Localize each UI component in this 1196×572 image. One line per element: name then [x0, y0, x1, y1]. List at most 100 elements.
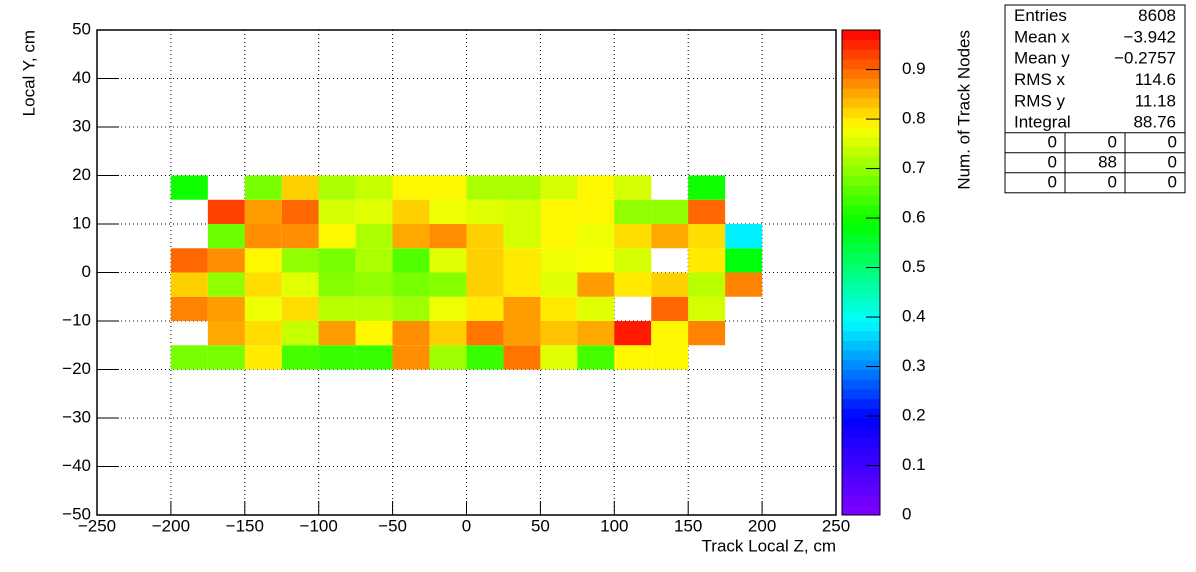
stats-name: RMS x [1014, 70, 1066, 89]
x-tick-label: 100 [600, 516, 628, 535]
y-tick-label: −30 [62, 407, 91, 426]
y-axis-title: Local Y, cm [19, 30, 38, 116]
heatmap-cell [207, 248, 245, 273]
heatmap-cell [170, 345, 208, 370]
heatmap-cell [244, 199, 282, 224]
y-tick-label: −10 [62, 310, 91, 329]
heatmap-cell [392, 272, 430, 297]
z-tick-label: 0.9 [902, 59, 926, 78]
y-tick-label: −50 [62, 504, 91, 523]
stats-name: Mean y [1014, 49, 1070, 68]
heatmap-cell [614, 175, 652, 200]
heatmap-cell [614, 224, 652, 249]
y-tick-label: 0 [82, 262, 91, 281]
y-tick-label: −40 [62, 456, 91, 475]
heatmap-cell [355, 296, 393, 321]
overflow-count: 0 [1168, 172, 1177, 191]
palette-band [842, 68, 880, 79]
heatmap-cell [207, 224, 245, 249]
stats-name: Entries [1014, 6, 1067, 25]
heatmap-cell [466, 175, 504, 200]
heatmap-cell [577, 321, 615, 346]
heatmap-cell [688, 248, 726, 273]
heatmap-cell [725, 248, 763, 273]
palette-band [842, 447, 880, 458]
heatmap-cell [281, 199, 319, 224]
heatmap-cell [503, 224, 541, 249]
heatmap-cell [688, 224, 726, 249]
heatmap-cell [318, 199, 356, 224]
heatmap-cell [688, 199, 726, 224]
z-tick-label: 0.8 [902, 109, 926, 128]
z-tick-label: 0 [902, 504, 911, 523]
heatmap-cell [651, 272, 689, 297]
palette-band [842, 388, 880, 400]
heatmap-cell [540, 248, 578, 273]
heatmap-cell [318, 248, 356, 273]
palette-band [842, 272, 880, 283]
x-tick-label: 0 [462, 516, 471, 535]
x-tick-label: −100 [300, 516, 338, 535]
x-axis-title: Track Local Z, cm [702, 536, 836, 555]
heatmap-cell [355, 272, 393, 297]
palette-band [842, 330, 880, 341]
palette-band [842, 282, 880, 293]
heatmap-cell [244, 248, 282, 273]
x-tick-label: 250 [822, 516, 850, 535]
palette-band [842, 321, 880, 332]
heatmap-cell [207, 345, 245, 370]
palette-band [842, 350, 880, 361]
heatmap-cell [429, 296, 467, 321]
heatmap-cell [281, 321, 319, 346]
heatmap-cell [614, 248, 652, 273]
palette-band [842, 427, 880, 438]
heatmap-cell [540, 224, 578, 249]
overflow-count: 0 [1048, 172, 1057, 191]
z-axis-title: Num. of Track Nodes [954, 30, 973, 190]
heatmap-cell [281, 248, 319, 273]
heatmap-cell [318, 175, 356, 200]
heatmap-cell [281, 224, 319, 249]
y-tick-label: 10 [72, 213, 91, 232]
palette-band [842, 156, 880, 167]
heatmap-cell [281, 296, 319, 321]
x-tick-label: −150 [226, 516, 264, 535]
palette-band [842, 505, 880, 516]
heatmap-cell [355, 321, 393, 346]
heatmap-cell [503, 175, 541, 200]
overflow-count: 88 [1098, 152, 1117, 171]
heatmap-cell [540, 272, 578, 297]
palette-band [842, 301, 880, 312]
heatmap-cell [244, 224, 282, 249]
heatmap-cell [540, 175, 578, 200]
heatmap-cell [392, 321, 430, 346]
heatmap-cell [392, 175, 430, 200]
heatmap-cell [281, 175, 319, 200]
z-tick-label: 0.3 [902, 356, 926, 375]
palette-band [842, 408, 880, 419]
heatmap-cell [466, 199, 504, 224]
palette-band [842, 194, 880, 206]
heatmap-cell [503, 248, 541, 273]
palette-band [842, 495, 880, 506]
palette-band [842, 456, 880, 467]
heatmap-cell [355, 224, 393, 249]
overflow-count: 0 [1108, 132, 1117, 151]
heatmap-cell [540, 321, 578, 346]
palette-band [842, 165, 880, 176]
heatmap-cell [429, 321, 467, 346]
heatmap-cell [429, 175, 467, 200]
heatmap-cell [577, 175, 615, 200]
heatmap-cell [651, 296, 689, 321]
z-tick-label: 0.7 [902, 158, 926, 177]
heatmap-cell [651, 345, 689, 370]
z-tick-label: 0.2 [902, 406, 926, 425]
x-tick-label: −250 [78, 516, 116, 535]
heatmap-cell [725, 224, 763, 249]
palette-band [842, 233, 880, 244]
heatmap-cell [688, 272, 726, 297]
z-tick-label: 0.4 [902, 307, 926, 326]
palette-band [842, 127, 880, 138]
palette-band [842, 175, 880, 186]
heatmap-cell [614, 345, 652, 370]
